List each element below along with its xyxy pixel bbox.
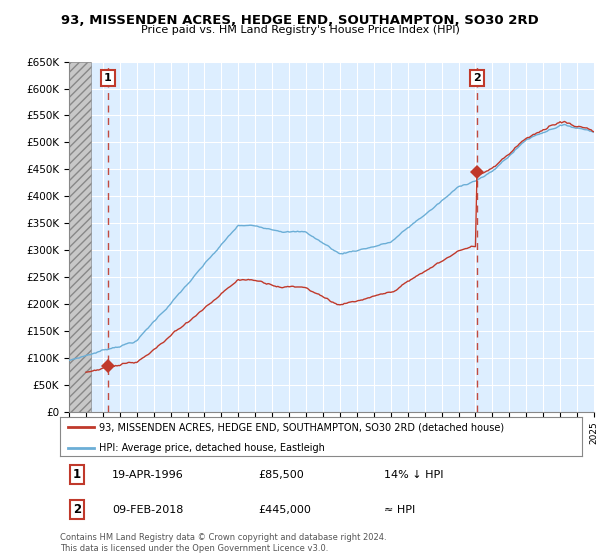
Text: 19-APR-1996: 19-APR-1996: [112, 470, 184, 479]
Text: 93, MISSENDEN ACRES, HEDGE END, SOUTHAMPTON, SO30 2RD (detached house): 93, MISSENDEN ACRES, HEDGE END, SOUTHAMP…: [99, 422, 504, 432]
Text: 1: 1: [73, 468, 81, 481]
Text: 09-FEB-2018: 09-FEB-2018: [112, 505, 184, 515]
Text: 2: 2: [73, 503, 81, 516]
Text: Price paid vs. HM Land Registry's House Price Index (HPI): Price paid vs. HM Land Registry's House …: [140, 25, 460, 35]
Text: HPI: Average price, detached house, Eastleigh: HPI: Average price, detached house, East…: [99, 443, 325, 453]
Polygon shape: [69, 62, 91, 412]
Text: £445,000: £445,000: [259, 505, 311, 515]
Text: 93, MISSENDEN ACRES, HEDGE END, SOUTHAMPTON, SO30 2RD: 93, MISSENDEN ACRES, HEDGE END, SOUTHAMP…: [61, 14, 539, 27]
Text: 14% ↓ HPI: 14% ↓ HPI: [383, 470, 443, 479]
Text: ≈ HPI: ≈ HPI: [383, 505, 415, 515]
Text: £85,500: £85,500: [259, 470, 304, 479]
Text: 1: 1: [104, 73, 112, 83]
Text: Contains HM Land Registry data © Crown copyright and database right 2024.
This d: Contains HM Land Registry data © Crown c…: [60, 533, 386, 553]
Text: 2: 2: [473, 73, 481, 83]
